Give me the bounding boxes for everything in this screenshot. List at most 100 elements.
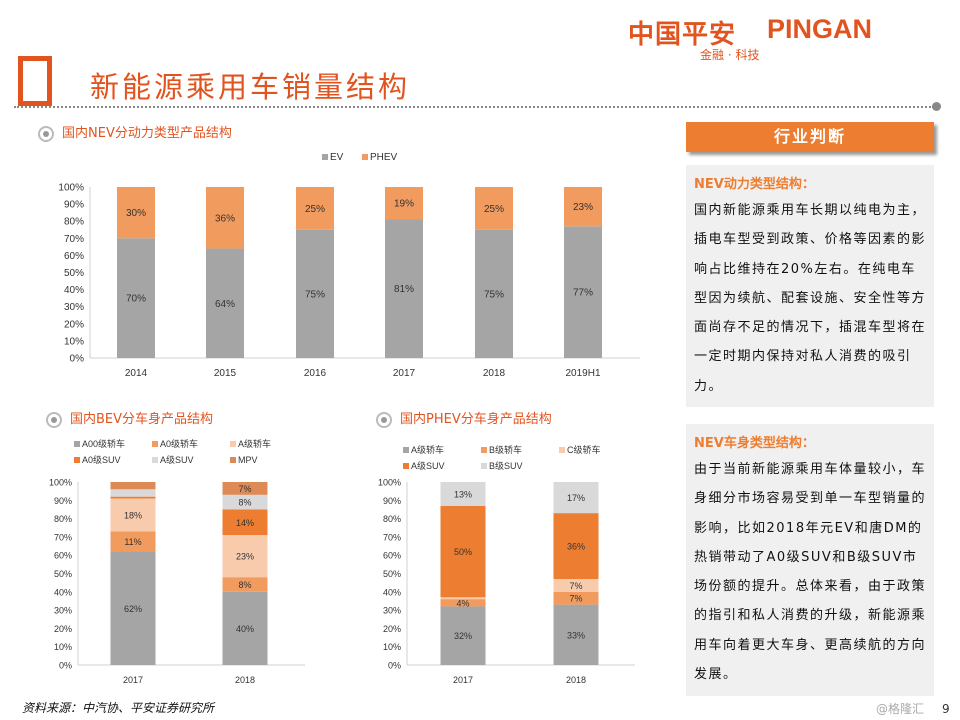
y-tick-label: 10% xyxy=(54,642,72,652)
bar-segment xyxy=(385,187,423,220)
data-label: 7% xyxy=(569,581,582,591)
bar-segment xyxy=(222,535,268,578)
legend-label: B级SUV xyxy=(489,460,523,471)
legend-swatch xyxy=(559,447,565,453)
data-label: 4% xyxy=(456,598,469,608)
y-tick-label: 40% xyxy=(54,587,72,597)
y-tick-label: 80% xyxy=(383,514,401,524)
power-type-box: NEV动力类型结构： 国内新能源乘用车长期以纯电为主，插电车型受到政策、价格等因… xyxy=(686,165,934,407)
bar-segment xyxy=(553,578,599,592)
data-label: 62% xyxy=(124,604,142,614)
bar-segment xyxy=(206,248,244,358)
x-tick-label: 2017 xyxy=(393,368,416,379)
legend-label: PHEV xyxy=(370,152,398,163)
section-bev: 国内BEV分车身产品结构 xyxy=(46,408,213,428)
legend-label: A0级轿车 xyxy=(160,438,198,449)
data-label: 64% xyxy=(215,299,235,310)
bar-segment xyxy=(296,187,334,230)
section-title: 国内NEV分动力类型产品结构 xyxy=(62,126,232,141)
x-tick-label: 2018 xyxy=(235,675,255,685)
data-label: 23% xyxy=(573,202,593,213)
legend-swatch xyxy=(403,447,409,453)
bar-segment xyxy=(564,187,602,227)
legend-swatch xyxy=(230,441,236,447)
y-tick-label: 30% xyxy=(64,302,84,313)
judgement-header: 行业判断 xyxy=(686,122,934,152)
y-tick-label: 20% xyxy=(383,624,401,634)
data-label: 25% xyxy=(305,204,325,215)
data-label: 36% xyxy=(215,213,235,224)
x-tick-label: 2014 xyxy=(125,368,148,379)
bar-segment xyxy=(296,229,334,358)
legend-swatch xyxy=(230,457,236,463)
data-label: 81% xyxy=(394,284,414,295)
bar-segment xyxy=(385,219,423,358)
bar-segment xyxy=(117,238,155,358)
divider xyxy=(14,106,934,108)
data-label: 75% xyxy=(484,289,504,300)
y-tick-label: 40% xyxy=(383,587,401,597)
bar-segment xyxy=(440,505,486,598)
data-label: 19% xyxy=(394,199,414,210)
pencil-note-icon xyxy=(18,56,52,106)
data-label: 70% xyxy=(126,294,146,305)
y-tick-label: 60% xyxy=(383,551,401,561)
legend-label: MPV xyxy=(238,455,258,465)
data-label: 18% xyxy=(124,510,142,520)
data-label: 13% xyxy=(454,489,472,499)
y-tick-label: 60% xyxy=(54,551,72,561)
bar-segment xyxy=(553,591,599,605)
y-tick-label: 90% xyxy=(64,200,84,211)
y-tick-label: 30% xyxy=(383,606,401,616)
data-label: 17% xyxy=(567,493,585,503)
logo-chinese: 中国平安 xyxy=(628,20,737,50)
y-tick-label: 70% xyxy=(64,234,84,245)
y-tick-label: 100% xyxy=(378,478,401,488)
bar-segment xyxy=(440,606,486,665)
y-tick-label: 80% xyxy=(54,514,72,524)
legend-label: A级轿车 xyxy=(238,438,271,449)
logo-english: PINGAN xyxy=(767,14,873,44)
y-tick-label: 50% xyxy=(383,569,401,579)
legend-label: A级轿车 xyxy=(411,444,444,455)
x-tick-label: 2019H1 xyxy=(565,368,600,379)
y-tick-label: 20% xyxy=(64,319,84,330)
bar-segment xyxy=(553,513,599,579)
y-tick-label: 0% xyxy=(388,661,401,671)
y-tick-label: 90% xyxy=(54,496,72,506)
radio-bullet-icon xyxy=(38,125,54,142)
bar-segment xyxy=(440,597,486,600)
bar-segment xyxy=(222,591,268,665)
legend-label: EV xyxy=(330,152,344,163)
box-text: 由于当前新能源乘用车体量较小，车身细分市场容易受到单一车型销量的影响，比如201… xyxy=(694,462,927,683)
section-title: 国内PHEV分车身产品结构 xyxy=(400,412,552,427)
y-tick-label: 10% xyxy=(383,642,401,652)
x-tick-label: 2018 xyxy=(483,368,506,379)
x-tick-label: 2018 xyxy=(566,675,586,685)
y-tick-label: 0% xyxy=(70,354,85,365)
y-tick-label: 10% xyxy=(64,336,84,347)
data-label: 40% xyxy=(236,624,254,634)
data-label: 36% xyxy=(567,542,585,552)
y-tick-label: 100% xyxy=(49,478,72,488)
data-label: 77% xyxy=(573,288,593,299)
bar-segment xyxy=(222,494,268,510)
radio-bullet-icon xyxy=(46,411,62,428)
box-title: NEV车身类型结构： xyxy=(694,436,815,451)
bar-segment xyxy=(564,226,602,358)
data-label: 7% xyxy=(238,484,251,494)
bar-segment xyxy=(553,482,599,514)
bar-segment xyxy=(222,577,268,592)
data-label: 33% xyxy=(567,630,585,640)
bar-segment xyxy=(475,187,513,230)
bar-segment xyxy=(110,498,156,532)
data-label: 23% xyxy=(236,552,254,562)
logo-subtitle: 金融 · 科技 xyxy=(700,48,760,62)
page-title: 新能源乘用车销量结构 xyxy=(90,70,411,104)
y-tick-label: 30% xyxy=(54,606,72,616)
page-number: 9 xyxy=(942,702,950,716)
y-tick-label: 60% xyxy=(64,251,84,262)
section-phev: 国内PHEV分车身产品结构 xyxy=(376,408,552,428)
